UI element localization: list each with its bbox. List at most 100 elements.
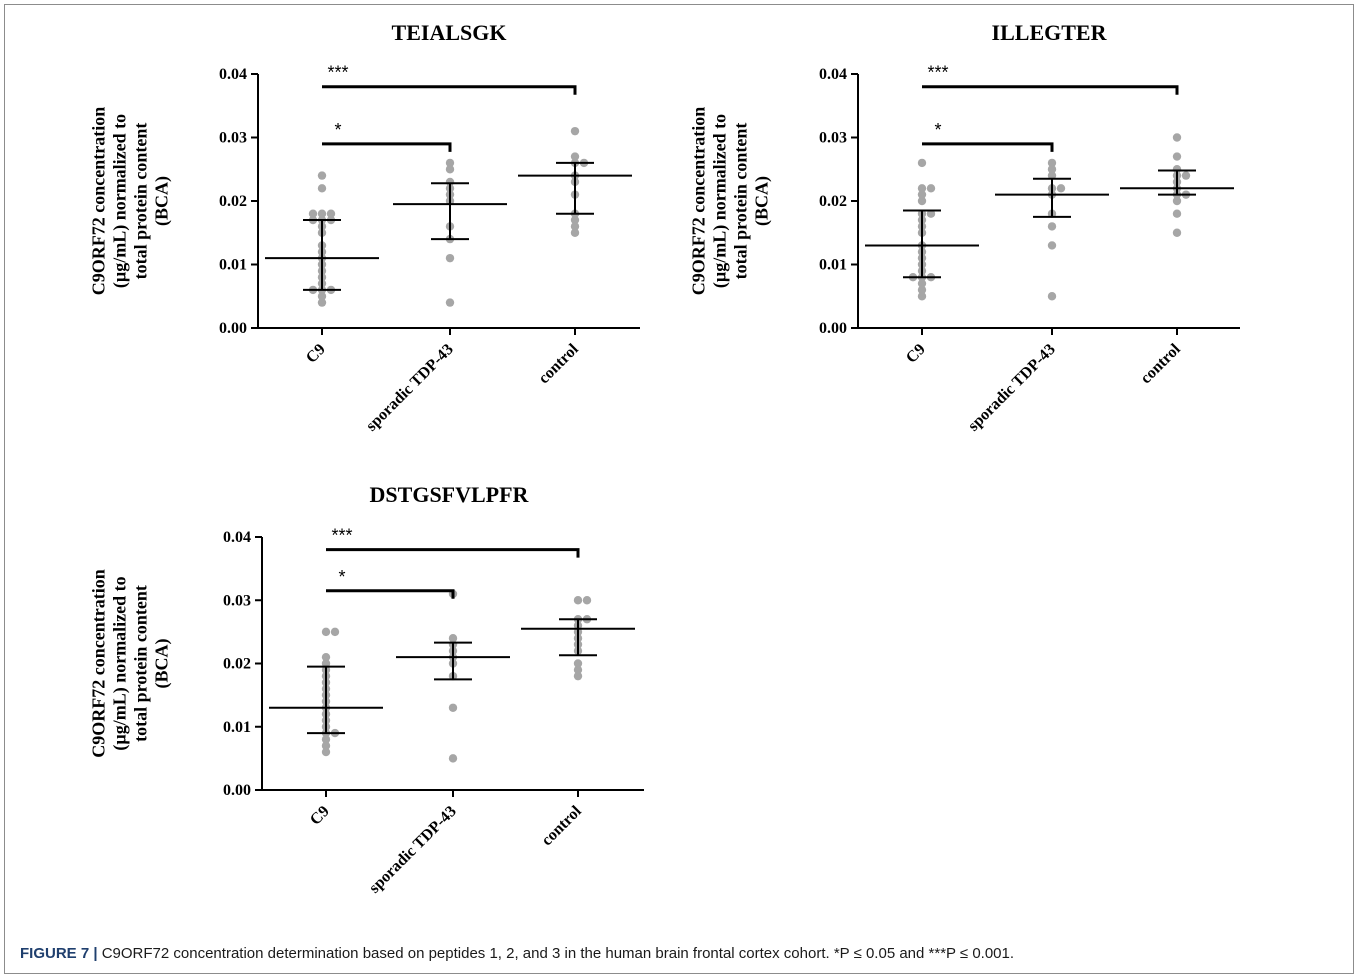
data-point bbox=[445, 165, 455, 174]
x-category-label: C9 bbox=[307, 803, 333, 829]
y-axis-label-line: C9ORF72 concentration bbox=[89, 107, 109, 295]
y-axis-label: C9ORF72 concentration (µg/mL) normalized … bbox=[89, 107, 173, 295]
y-axis-label-line: (BCA) bbox=[752, 176, 773, 226]
chart-title: TEIALSGK bbox=[392, 20, 507, 45]
data-point bbox=[448, 703, 458, 712]
data-point bbox=[1047, 158, 1057, 168]
significance-bracket bbox=[922, 142, 1054, 152]
y-axis-label-line: (BCA) bbox=[152, 176, 173, 226]
data-point bbox=[308, 209, 318, 218]
data-point bbox=[573, 596, 583, 605]
significance-label: *** bbox=[927, 63, 948, 83]
chart-title: DSTGSFVLPFR bbox=[370, 482, 530, 507]
chart-title: ILLEGTER bbox=[992, 20, 1108, 45]
data-point bbox=[917, 158, 927, 168]
data-point bbox=[917, 190, 927, 199]
data-point bbox=[321, 652, 331, 662]
y-tick-label: 0.00 bbox=[819, 320, 847, 337]
y-tick-label: 0.00 bbox=[223, 782, 251, 799]
significance-bracket bbox=[326, 589, 455, 599]
data-point bbox=[1047, 171, 1057, 180]
data-point bbox=[1181, 171, 1191, 180]
y-tick-label: 0.03 bbox=[819, 130, 847, 147]
data-point bbox=[1047, 222, 1057, 231]
significance-bracket bbox=[322, 85, 577, 95]
y-axis-label-line: C9ORF72 concentration bbox=[89, 569, 109, 757]
y-axis-label-line: (µg/mL) normalized to bbox=[110, 114, 131, 288]
data-point bbox=[317, 184, 327, 193]
data-point bbox=[570, 215, 580, 225]
data-point bbox=[917, 285, 927, 295]
data-point bbox=[570, 222, 580, 231]
y-axis-label-line: (µg/mL) normalized to bbox=[710, 114, 731, 288]
y-axis-label: C9ORF72 concentration (µg/mL) normalized … bbox=[689, 107, 773, 295]
x-category-label: sporadic TDP-43 bbox=[366, 803, 460, 897]
data-point bbox=[317, 171, 327, 180]
x-category-label: control bbox=[538, 802, 585, 849]
data-point bbox=[321, 659, 331, 668]
significance-bracket bbox=[922, 85, 1179, 95]
y-tick-label: 0.01 bbox=[219, 257, 247, 274]
data-point bbox=[582, 596, 592, 605]
data-point bbox=[1047, 241, 1057, 250]
data-point bbox=[326, 209, 336, 218]
data-point bbox=[1047, 165, 1057, 174]
data-point bbox=[448, 634, 458, 643]
data-point bbox=[570, 228, 580, 237]
y-tick-label: 0.03 bbox=[223, 592, 251, 609]
y-axis-label-line: total protein content bbox=[731, 123, 751, 280]
data-point bbox=[321, 627, 331, 637]
data-point bbox=[445, 158, 455, 168]
y-axis-label-line: (BCA) bbox=[152, 639, 173, 689]
figure-frame bbox=[4, 4, 1354, 974]
data-point bbox=[1172, 133, 1182, 142]
significance-bracket bbox=[322, 142, 452, 152]
data-point bbox=[321, 747, 331, 757]
data-point bbox=[1172, 228, 1182, 237]
data-point bbox=[321, 735, 331, 744]
data-point bbox=[926, 184, 936, 193]
significance-label: * bbox=[334, 120, 341, 140]
data-point bbox=[1172, 209, 1182, 218]
y-axis-label-line: total protein content bbox=[131, 585, 151, 742]
data-point bbox=[573, 671, 583, 681]
data-point bbox=[573, 665, 583, 675]
data-point bbox=[917, 279, 927, 288]
significance-label: *** bbox=[327, 63, 348, 83]
caption-text: C9ORF72 concentration determination base… bbox=[101, 945, 1015, 962]
y-tick-label: 0.03 bbox=[219, 130, 247, 147]
significance-bracket bbox=[326, 548, 580, 558]
caption-label: FIGURE 7 | bbox=[20, 945, 98, 962]
y-axis-label-line: total protein content bbox=[131, 123, 151, 280]
significance-label: * bbox=[338, 567, 345, 587]
data-point bbox=[917, 292, 927, 301]
data-point bbox=[321, 741, 331, 750]
significance-label: * bbox=[934, 120, 941, 140]
data-point bbox=[317, 209, 327, 218]
y-tick-label: 0.02 bbox=[819, 193, 847, 210]
y-axis-label-line: C9ORF72 concentration bbox=[689, 107, 709, 295]
y-tick-label: 0.04 bbox=[219, 66, 247, 83]
data-point bbox=[1047, 292, 1057, 301]
data-point bbox=[570, 126, 580, 136]
y-axis-label: C9ORF72 concentration (µg/mL) normalized … bbox=[89, 569, 173, 757]
data-point bbox=[573, 659, 583, 668]
data-point bbox=[917, 184, 927, 193]
y-tick-label: 0.00 bbox=[219, 320, 247, 337]
data-point bbox=[570, 152, 580, 161]
data-point bbox=[445, 298, 455, 307]
y-tick-label: 0.01 bbox=[223, 719, 251, 736]
y-tick-label: 0.04 bbox=[223, 529, 251, 546]
y-tick-label: 0.01 bbox=[819, 257, 847, 274]
figure-caption: FIGURE 7 | C9ORF72 concentration determi… bbox=[20, 945, 1340, 962]
data-point bbox=[1172, 196, 1182, 206]
y-tick-label: 0.02 bbox=[223, 656, 251, 673]
data-point bbox=[1056, 184, 1066, 193]
data-point bbox=[926, 209, 936, 218]
data-point bbox=[1172, 152, 1182, 161]
y-axis-label-line: (µg/mL) normalized to bbox=[110, 576, 131, 750]
